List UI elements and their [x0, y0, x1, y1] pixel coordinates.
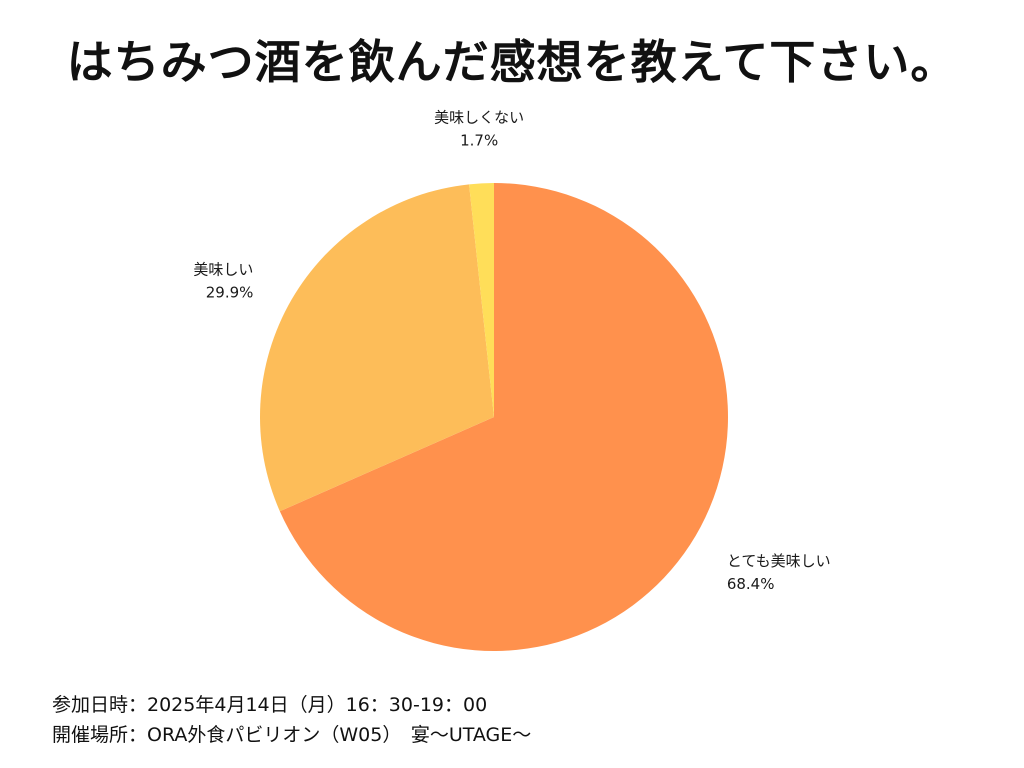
- pie-slice-2: [259, 184, 494, 512]
- pie-label-name-3: 美味しくない: [434, 108, 524, 126]
- pie-label-name-1: とても美味しい: [727, 552, 831, 570]
- pie-label-value-2: 29.9%: [206, 284, 254, 302]
- pie-label-value-3: 1.7%: [460, 131, 498, 149]
- pie-labels: とても美味しい 68.4% 美味しい 29.9% 美味しくない 1.7%: [193, 108, 830, 593]
- pie-slices: [259, 183, 728, 651]
- chart-title: はちみつ酒を飲んだ感想を教えて下さい。: [66, 35, 958, 89]
- footer-info: 参加日時：2025年4月14日（月）16：30-19：00 開催場所：ORA外食…: [52, 690, 531, 750]
- event-venue-text: 開催場所：ORA外食パビリオン（W05） 宴〜UTAGE〜: [52, 724, 532, 746]
- pie-slice-1: [279, 183, 728, 651]
- pie-label-value-1: 68.4%: [727, 575, 775, 593]
- pie-label-name-2: 美味しい: [193, 261, 253, 279]
- event-date-text: 参加日時：2025年4月14日（月）16：30-19：00: [52, 694, 488, 716]
- pie-slice-3: [469, 183, 494, 417]
